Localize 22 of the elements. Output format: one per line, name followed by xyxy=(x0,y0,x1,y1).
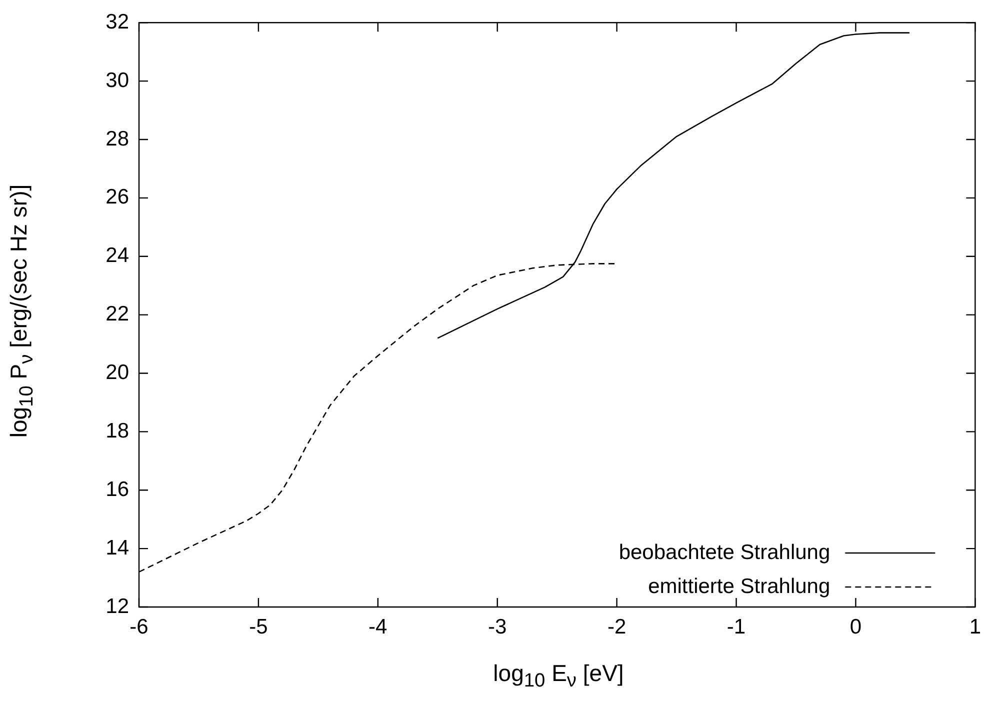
y-tick-label: 22 xyxy=(106,302,129,326)
y-tick-label: 28 xyxy=(106,127,129,150)
x-axis-title: log$_{10}$ E$_{ν}$ [eV] xyxy=(492,660,625,693)
y-tick-label: 30 xyxy=(106,68,129,92)
y-tick-label: 14 xyxy=(106,536,130,560)
x-tick-label: -1 xyxy=(726,615,746,638)
x-tick-label: -4 xyxy=(368,615,388,638)
y-tick-label: 16 xyxy=(106,478,129,501)
legend-label: beobachtete Strahlung xyxy=(618,540,830,564)
x-tick-label: -5 xyxy=(249,615,268,638)
x-tick-label: -3 xyxy=(488,615,507,638)
legend-label: emittierte Strahlung xyxy=(648,574,830,598)
y-tick-label: 24 xyxy=(106,244,130,268)
y-tick-label: 12 xyxy=(106,594,129,618)
x-tick-label: -2 xyxy=(607,615,626,638)
y-tick-label: 20 xyxy=(106,361,129,384)
y-tick-label: 18 xyxy=(106,419,129,442)
x-tick-label: 0 xyxy=(850,615,862,638)
x-tick-label: -6 xyxy=(130,615,148,638)
y-tick-label: 26 xyxy=(106,186,129,209)
x-tick-label: 1 xyxy=(969,615,982,638)
y-tick-label: 32 xyxy=(106,10,129,34)
